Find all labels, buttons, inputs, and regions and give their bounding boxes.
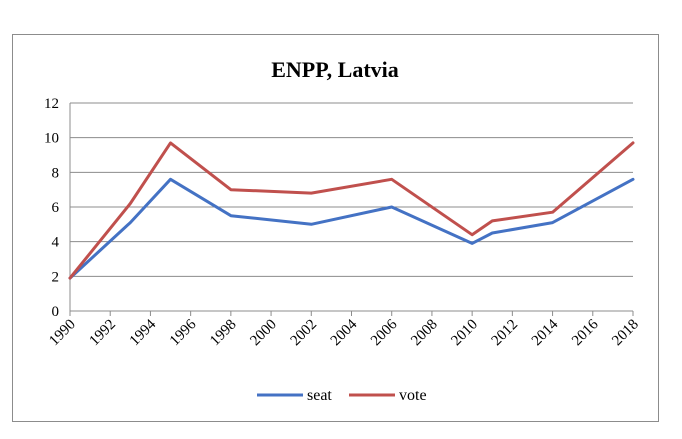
x-tick-label: 1992	[87, 317, 120, 350]
chart-title: ENPP, Latvia	[271, 57, 399, 82]
x-tick-label: 2018	[609, 317, 642, 350]
y-tick-label: 8	[52, 165, 60, 181]
x-tick-label: 2000	[247, 317, 280, 350]
y-tick-label: 4	[52, 235, 60, 251]
legend-label-vote: vote	[399, 387, 427, 404]
series-line-seat	[68, 177, 635, 280]
x-tick-label: 2006	[368, 316, 401, 349]
series-lines	[68, 141, 635, 280]
line-chart: ENPP, Latvia 0 2 4 6 8 10 12 1990 1992 1994 1996 19…	[44, 57, 642, 404]
y-tick-label: 6	[52, 200, 60, 216]
y-tick-label: 10	[44, 131, 59, 147]
legend-label-seat: seat	[307, 387, 332, 404]
y-tick-label: 2	[52, 269, 60, 285]
y-tick-label: 0	[52, 304, 60, 320]
x-tick-label: 2010	[448, 317, 481, 350]
x-tick-label: 1996	[167, 316, 200, 349]
x-tick-label: 1998	[207, 317, 240, 350]
gridlines	[70, 102, 633, 277]
x-tick-label: 2008	[408, 317, 441, 350]
x-tick-label: 2014	[529, 316, 562, 349]
x-tick-label: 2016	[569, 316, 602, 349]
chart-frame: ENPP, Latvia 0 2 4 6 8 10 12 1990 1992 1994 1996 19…	[12, 34, 659, 422]
y-tick-label: 12	[44, 96, 59, 112]
x-tick-label: 2012	[489, 317, 522, 350]
x-tick-label: 1994	[127, 316, 160, 349]
x-tick-label: 2002	[288, 317, 321, 350]
x-tick-label: 1990	[46, 317, 79, 350]
series-line-vote	[68, 141, 635, 280]
x-tick-label: 2004	[328, 316, 361, 349]
legend: seat vote	[257, 387, 427, 404]
